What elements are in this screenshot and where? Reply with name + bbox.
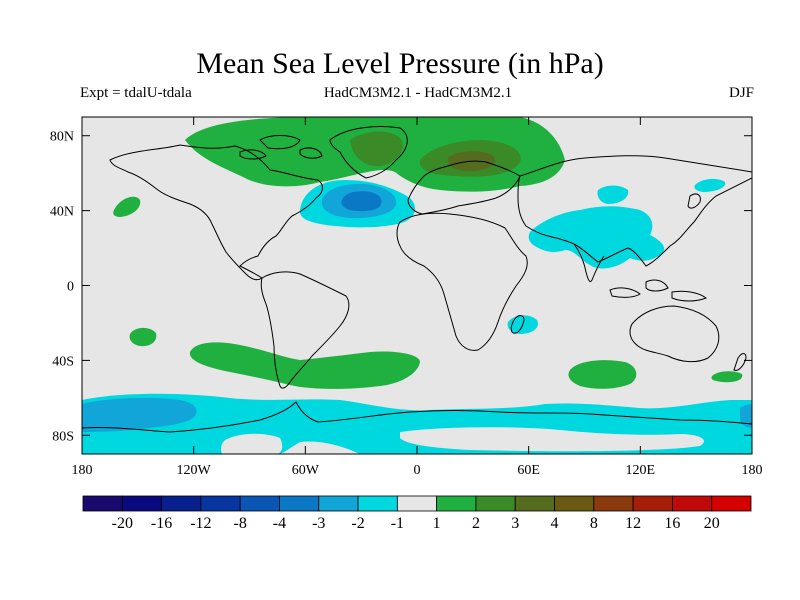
- south-pacific-east-positive-spot: [711, 371, 743, 383]
- coast-new-zealand: [733, 353, 747, 371]
- experiment-label: Expt = tdalU-tdala: [80, 85, 192, 101]
- colorbar-label: -1: [391, 515, 404, 532]
- axis-ticks: 180 120W 60W 0 60E 120E 180 80N 40N 0 40S 80S: [50, 117, 763, 478]
- north-atlantic-negative-core: [341, 191, 382, 212]
- colorbar-swatch: [121, 495, 162, 512]
- asia-negative-patch: [597, 185, 629, 204]
- colorbar-label: 1: [433, 515, 441, 532]
- coast-madagascar: [510, 315, 525, 334]
- south-pacific-positive-spot: [129, 327, 157, 347]
- south-indian-positive-region: [568, 360, 637, 389]
- lat-tick-label: 40S: [52, 354, 74, 369]
- lon-tick-label: 120W: [177, 463, 212, 478]
- colorbar-swatch: [357, 495, 398, 512]
- colorbar-label: -2: [351, 515, 364, 532]
- coastline-layer: [82, 126, 752, 433]
- coast-greenland: [329, 126, 408, 179]
- southern-ocean-negative-west-core: [82, 399, 187, 428]
- coast-indonesia: [609, 279, 708, 302]
- lat-tick-label: 40N: [50, 205, 74, 220]
- colorbar-label: -20: [112, 515, 133, 532]
- colorbar-swatch: [593, 495, 634, 512]
- southern-ocean-gap-left: [221, 433, 283, 454]
- lat-tick-label: 80N: [50, 130, 74, 145]
- colorbar-swatch: [396, 495, 438, 512]
- colorbar: -20 -16 -12 -8 -4 -3 -2 -1 1 2 3 4 8 12 16 20: [82, 495, 752, 532]
- model-label: HadCM3M2.1 - HadCM3M2.1: [323, 85, 513, 101]
- colorbar-swatch: [632, 495, 673, 512]
- colorbar-swatch: [554, 495, 595, 512]
- colorbar-swatch: [711, 495, 752, 512]
- season-label: DJF: [728, 85, 754, 101]
- colorbar-swatch: [279, 495, 320, 512]
- coast-antarctica: [82, 401, 752, 433]
- colorbar-swatch: [239, 495, 280, 512]
- colorbar-label: -16: [151, 515, 172, 532]
- asia-negative-region: [528, 206, 665, 269]
- lon-tick-label: 180: [72, 463, 93, 478]
- colorbar-label: -12: [190, 515, 211, 532]
- field-layer: [82, 117, 752, 454]
- south-pacific-positive-region: [189, 342, 420, 389]
- colorbar-swatch: [475, 495, 516, 512]
- colorbar-swatch: [672, 495, 713, 512]
- colorbar-swatch: [436, 495, 477, 512]
- lon-tick-label: 60W: [292, 463, 320, 478]
- colorbar-label: -8: [234, 515, 247, 532]
- colorbar-label: -4: [273, 515, 286, 532]
- lon-tick-label: 120E: [626, 463, 656, 478]
- southern-ocean-negative-east: [740, 404, 752, 428]
- lon-tick-label: 0: [414, 463, 421, 478]
- coast-india: [573, 243, 605, 283]
- lon-tick-label: 180: [742, 463, 763, 478]
- colorbar-swatch: [82, 495, 123, 512]
- colorbar-label: 2: [472, 515, 480, 532]
- lat-tick-label: 0: [67, 280, 74, 295]
- southern-ocean-gap-right: [400, 427, 704, 452]
- coast-africa: [396, 212, 528, 351]
- colorbar-swatch: [161, 495, 202, 512]
- colorbar-label: 3: [511, 515, 519, 532]
- colorbar-label: -3: [312, 515, 325, 532]
- lon-tick-label: 60E: [517, 463, 540, 478]
- colorbar-label: 4: [551, 515, 559, 532]
- colorbar-swatch: [514, 495, 555, 512]
- greenland-positive-core: [350, 131, 403, 167]
- colorbar-label: 16: [664, 515, 680, 532]
- chart-title: Mean Sea Level Pressure (in hPa): [196, 47, 604, 80]
- colorbar-label: 20: [704, 515, 720, 532]
- east-asia-negative-spot: [694, 178, 726, 192]
- coast-north-america: [109, 144, 323, 281]
- coast-japan: [687, 193, 701, 209]
- pacific-positive-spot: [113, 196, 141, 217]
- lat-tick-label: 80S: [52, 429, 74, 444]
- coast-asia: [517, 155, 752, 267]
- map-frame-group: [81, 116, 753, 455]
- colorbar-swatch: [318, 495, 359, 512]
- colorbar-swatch: [200, 495, 241, 512]
- coast-australia: [629, 305, 720, 363]
- colorbar-label: 12: [625, 515, 641, 532]
- coast-south-america: [260, 271, 350, 389]
- coast-arctic-islands: [239, 135, 323, 160]
- colorbar-label: 8: [590, 515, 598, 532]
